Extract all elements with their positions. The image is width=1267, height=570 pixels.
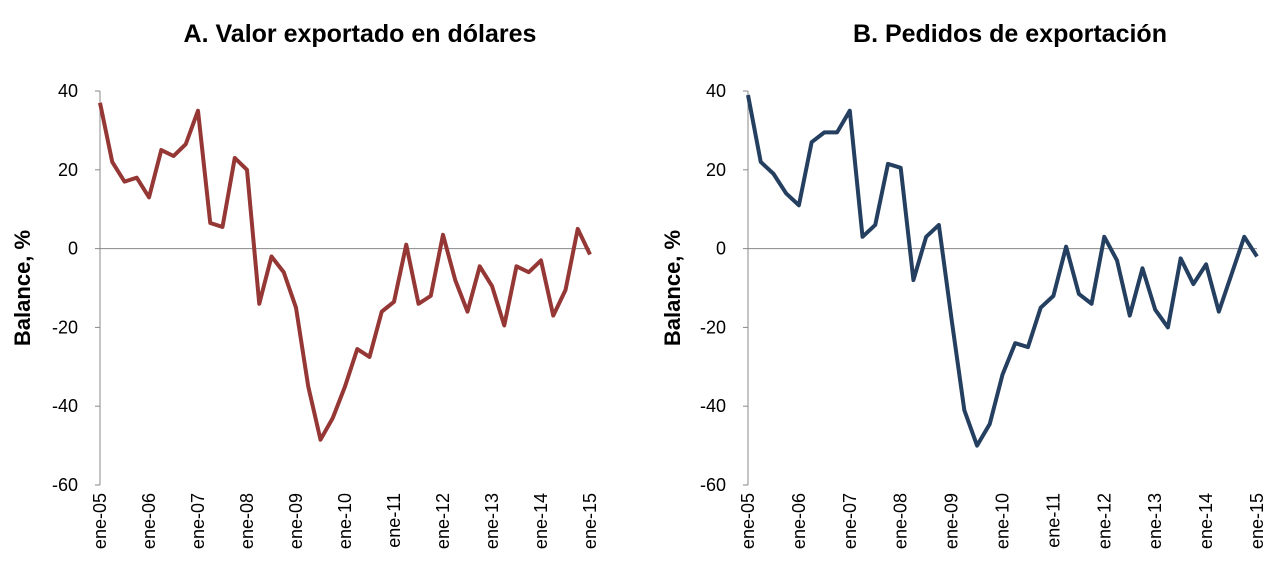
y-tick-label: 40 — [58, 81, 78, 101]
x-tick-label: ene-11 — [1043, 493, 1063, 548]
y-tick-label: -40 — [52, 396, 78, 416]
x-tick-label: ene-10 — [335, 493, 355, 549]
x-tick-label: ene-05 — [90, 493, 110, 549]
x-tick-label: ene-09 — [286, 493, 306, 549]
x-tick-label: ene-11 — [384, 493, 404, 548]
x-tick-label: ene-14 — [1196, 493, 1216, 549]
x-tick-label: ene-15 — [580, 493, 600, 549]
line-series — [746, 94, 1259, 448]
y-axis-label: Balance, % — [10, 230, 35, 346]
line-series — [98, 102, 592, 442]
y-axis-label: Balance, % — [660, 230, 685, 346]
chart-title: A. Valor exportado en dólares — [184, 20, 537, 48]
y-tick-label: 0 — [68, 239, 78, 259]
x-tick-label: ene-13 — [1145, 493, 1165, 549]
x-tick-label: ene-14 — [531, 493, 551, 549]
x-tick-label: ene-08 — [237, 493, 257, 549]
y-tick-label: 20 — [58, 160, 78, 180]
y-tick-label: -20 — [52, 317, 78, 337]
x-tick-label: ene-15 — [1247, 493, 1267, 549]
chart-title: B. Pedidos de exportación — [853, 20, 1167, 48]
x-tick-label: ene-08 — [891, 493, 911, 549]
x-tick-label: ene-12 — [433, 493, 453, 549]
x-tick-label: ene-13 — [482, 493, 502, 549]
x-tick-label: ene-06 — [139, 493, 159, 549]
y-tick-label: -60 — [700, 475, 726, 495]
x-tick-label: ene-06 — [789, 493, 809, 549]
y-tick-label: -40 — [700, 396, 726, 416]
y-tick-label: -60 — [52, 475, 78, 495]
y-tick-label: 40 — [706, 81, 726, 101]
x-tick-label: ene-05 — [738, 493, 758, 549]
y-tick-label: 20 — [706, 160, 726, 180]
x-tick-label: ene-07 — [188, 493, 208, 549]
x-tick-label: ene-10 — [993, 493, 1013, 549]
x-tick-label: ene-09 — [942, 493, 962, 549]
x-tick-label: ene-12 — [1094, 493, 1114, 549]
y-tick-label: 0 — [716, 239, 726, 259]
y-tick-label: -20 — [700, 317, 726, 337]
x-tick-label: ene-07 — [840, 493, 860, 549]
